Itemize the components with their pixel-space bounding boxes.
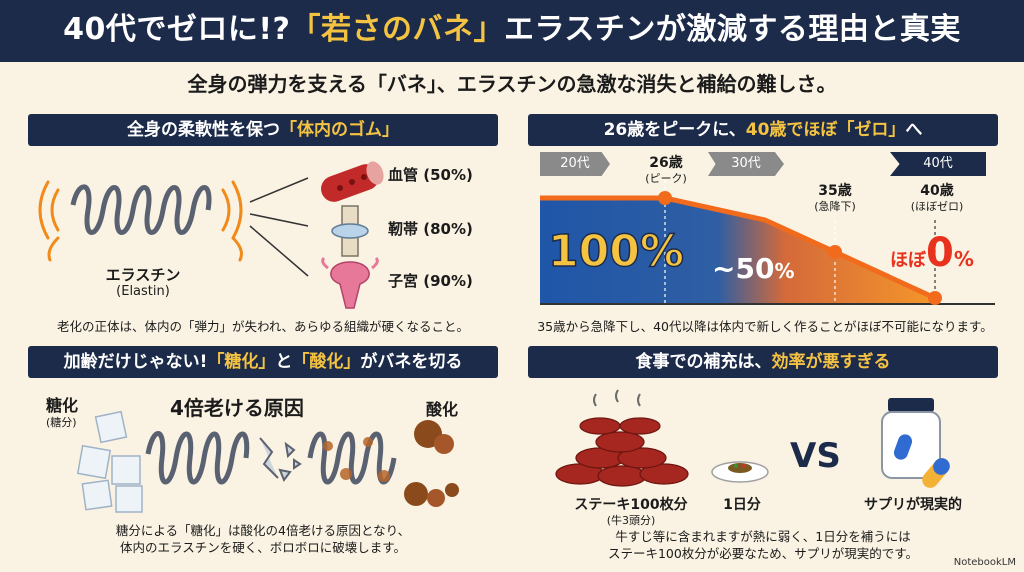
peak-point xyxy=(658,191,672,205)
uterus-icon xyxy=(321,256,379,309)
spring-label: エラスチン xyxy=(105,266,181,284)
drop-note-label: (急降下) xyxy=(814,200,856,213)
title-bar xyxy=(0,0,1024,62)
sugar-label: 糖化 xyxy=(46,396,79,415)
oxidation-label: 酸化 xyxy=(426,400,459,419)
blood-vessel-icon xyxy=(321,161,384,202)
section-food-heading: 食事での補充は、効率が悪すぎる xyxy=(528,346,998,378)
label-100-percent: 100% xyxy=(547,225,684,278)
oxidation-rust-icon xyxy=(404,420,459,507)
organ-label-blood-vessel: 血管 (50%) xyxy=(388,166,473,184)
sugar-cubes-icon xyxy=(76,410,143,513)
organ-label-uterus: 子宮 (90%) xyxy=(388,272,473,290)
drop-age-label: 35歳 xyxy=(818,183,852,199)
knee-joint-icon xyxy=(331,205,369,257)
age-tag-30s: 30代 xyxy=(708,152,784,176)
section-decline-heading: 26歳をピークに、40歳でほぼ「ゼロ」へ xyxy=(528,114,998,146)
steak-sub-label: (牛3頭分) xyxy=(606,514,656,527)
steam-icon xyxy=(593,389,641,407)
section-rubber-heading: 全身の柔軟性を保つ「体内のゴム」 xyxy=(28,114,498,146)
steak-stack-icon xyxy=(555,417,689,487)
label-0-percent: ほぼ0% xyxy=(890,230,974,276)
capsule-icon xyxy=(922,458,950,488)
organ-label-ligament: 靭帯 (80%) xyxy=(388,220,473,238)
zero-age-label: 40歳 xyxy=(920,183,954,199)
spring-sub-label: (Elastin) xyxy=(116,284,170,299)
decline-area xyxy=(540,198,935,304)
rubber-illustration xyxy=(38,161,384,309)
vs-label: VS xyxy=(790,436,841,476)
decline-chart xyxy=(540,180,995,305)
drop-point xyxy=(828,245,842,259)
daily-label: 1日分 xyxy=(723,497,761,513)
fracture-icon xyxy=(259,437,302,483)
zero-point xyxy=(928,291,942,305)
steak-label: ステーキ100枚分 xyxy=(574,497,688,513)
zero-note-label: (ほぼゼロ) xyxy=(910,200,964,213)
page-subtitle: 全身の弾力を支える「バネ」、エラスチンの急激な消失と補給の難しさ。 xyxy=(187,72,837,96)
section-decline-caption: 35歳から急降下し、40代以降は体内で新しく作ることがほぼ不可能になります。 xyxy=(537,319,993,334)
supplement-label: サプリが現実的 xyxy=(864,497,962,513)
rust-patches xyxy=(323,437,390,482)
peak-age-label: 26歳 xyxy=(649,155,683,171)
label-50-percent: ~50% xyxy=(712,252,795,285)
small-plate-icon xyxy=(711,461,769,483)
glycation-illustration xyxy=(76,410,459,513)
brand-label: NotebookLM xyxy=(953,557,1016,568)
broken-spring-icon xyxy=(145,431,397,485)
decline-line xyxy=(540,195,937,301)
section-glycation-heading: 加齢だけじゃない!「糖化」と「酸化」がバネを切る xyxy=(28,346,498,378)
sugar-sub-label: (糖分) xyxy=(46,416,77,429)
section-glycation-caption: 糖分による「糖化」は酸化の4倍老ける原因となり、 体内のエラスチンを硬く、ボロボロ… xyxy=(115,523,411,555)
age-tag-40s: 40代 xyxy=(890,152,986,176)
connector-lines xyxy=(249,177,309,277)
vibration-marks xyxy=(38,180,243,262)
four-times-label: 4倍老ける原因 xyxy=(170,396,304,420)
page-title: 40代でゼロに!?「若さのバネ」エラスチンが激減する理由と真実 xyxy=(63,12,961,47)
spring-icon xyxy=(70,184,212,235)
peak-note-label: (ピーク) xyxy=(645,172,687,185)
section-food-caption: 牛すじ等に含まれますが熱に弱く、1日分を補うには ステーキ100枚分が必要なため、… xyxy=(607,529,919,561)
supplement-bottle-icon xyxy=(881,398,941,479)
section-rubber-caption: 老化の正体は、体内の「弾力」が失われ、あらゆる組織が硬くなること。 xyxy=(56,319,469,334)
age-tag-20s: 20代 xyxy=(540,152,610,176)
food-illustration xyxy=(555,389,950,488)
